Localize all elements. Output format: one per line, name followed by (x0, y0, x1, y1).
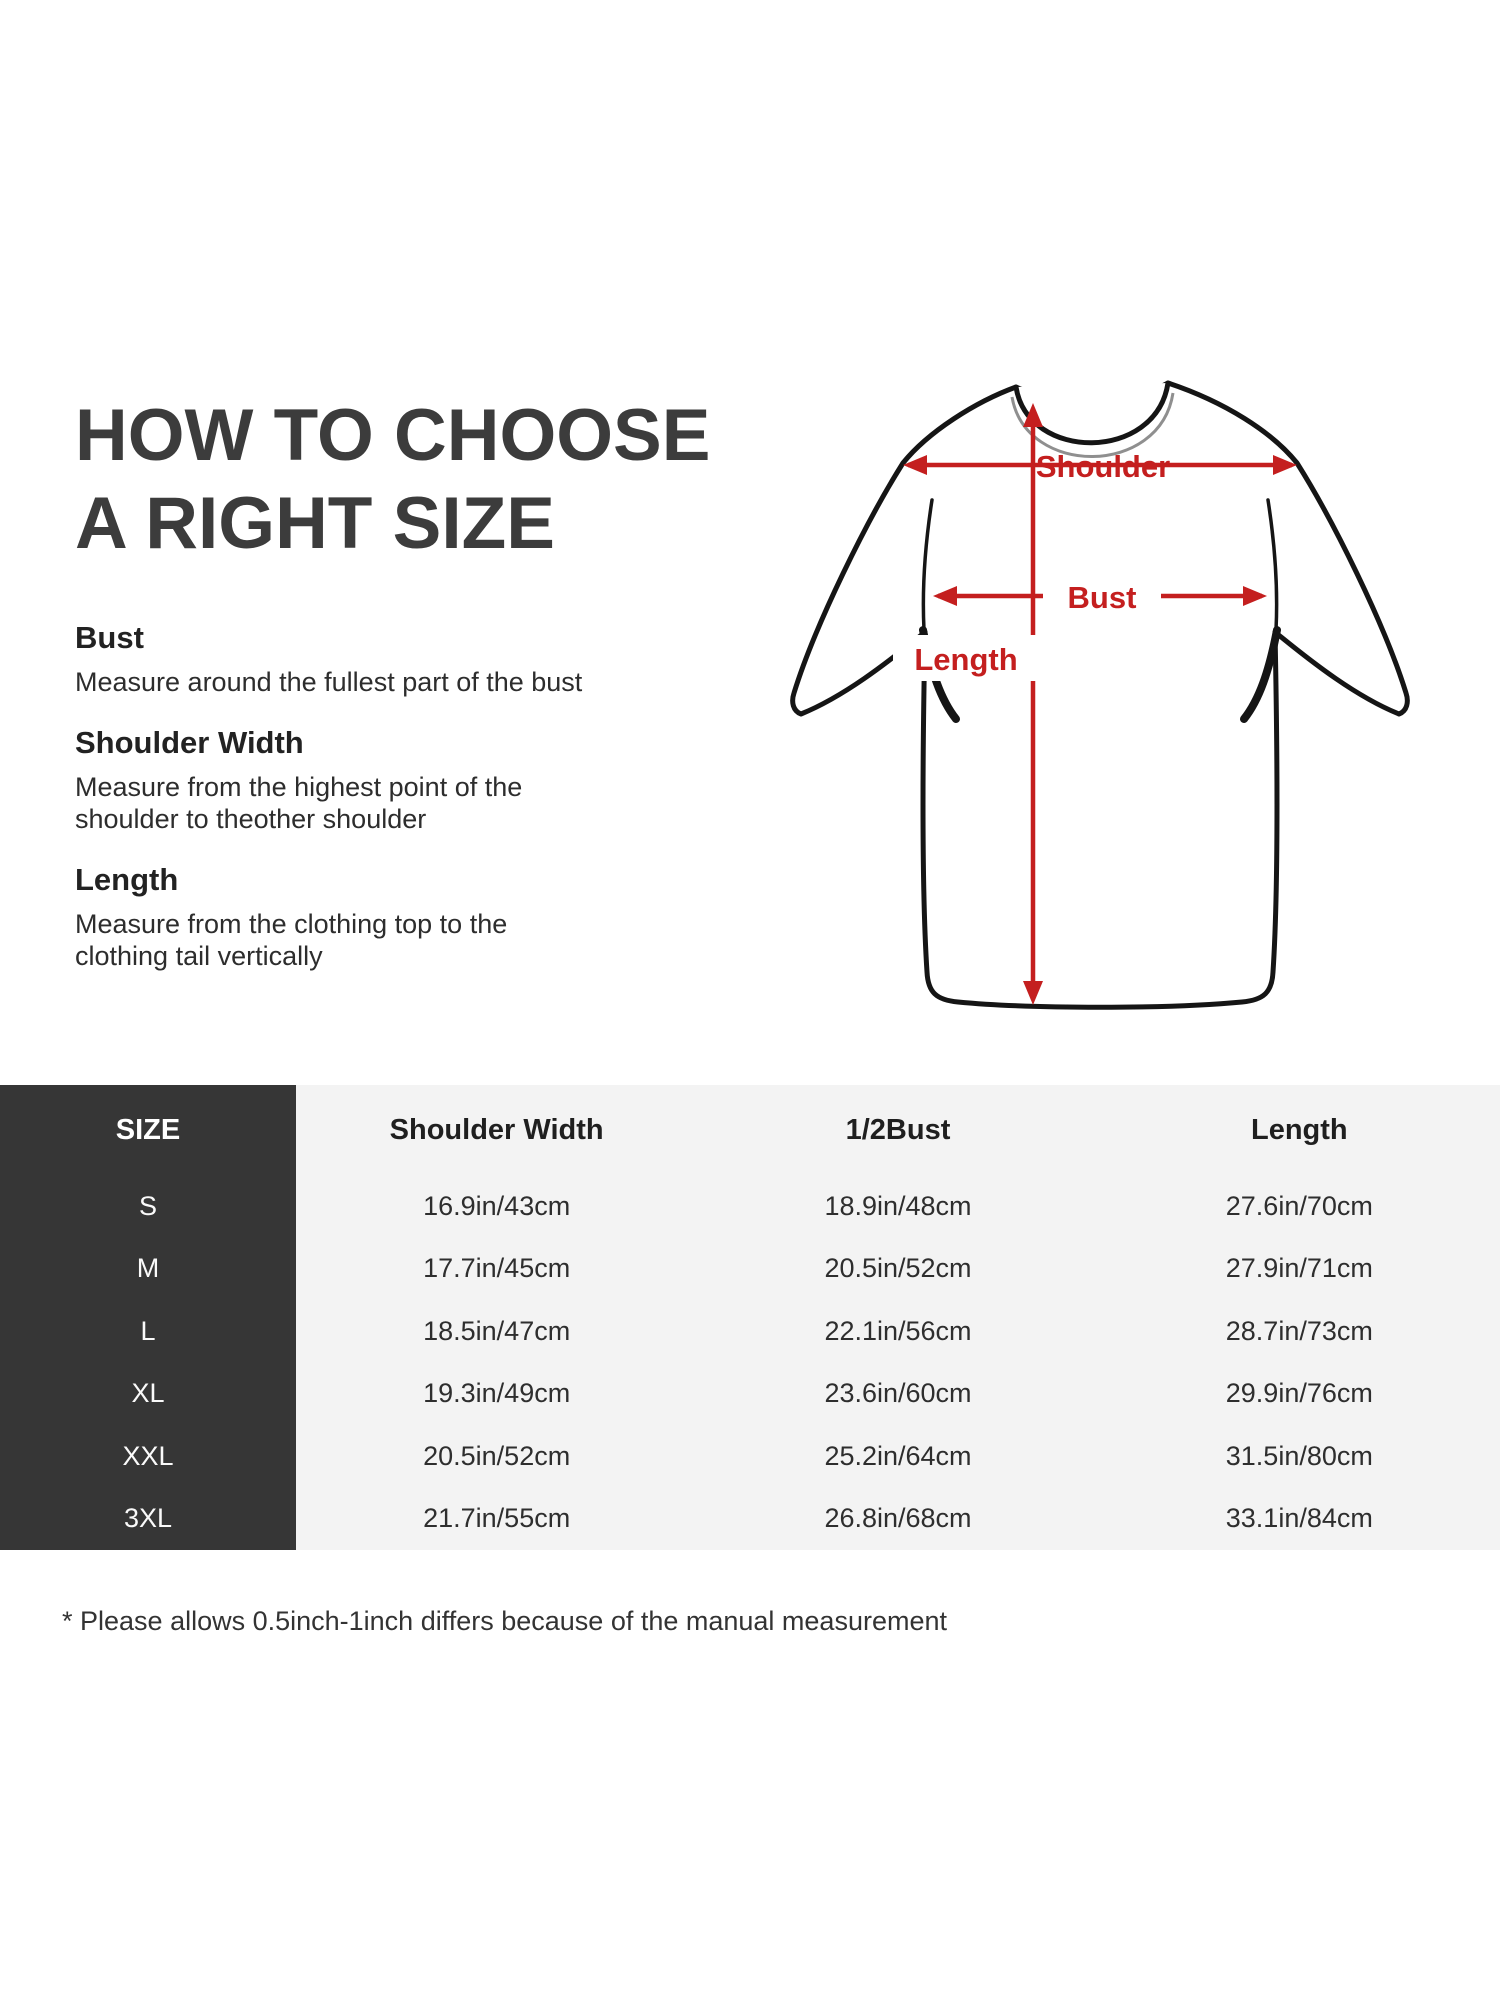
shoulder-width-value: 17.7in/45cm (423, 1253, 571, 1284)
size-label: L (0, 1300, 296, 1363)
measurement-disclaimer: * Please allows 0.5inch-1inch differs be… (62, 1606, 948, 1636)
length-value: 31.5in/80cm (1225, 1440, 1373, 1471)
page-title: HOW TO CHOOSE A RIGHT SIZE (75, 392, 710, 568)
half-bust-value: 18.9in/48cm (824, 1190, 972, 1221)
size-table-header-shoulder-width: Shoulder Width (389, 1113, 604, 1146)
half-bust-value: 26.8in/68cm (824, 1503, 972, 1534)
length-value: 28.7in/73cm (1225, 1315, 1373, 1346)
shoulder-width-value: 16.9in/43cm (423, 1190, 571, 1221)
tshirt-outline (790, 380, 1410, 1010)
length-label-mask (893, 635, 1041, 681)
shoulder-label: Shoulder (1036, 449, 1170, 484)
guide-heading-bust: Bust (75, 620, 144, 655)
length-value: 27.6in/70cm (1225, 1190, 1373, 1221)
shoulder-measure-arrow (903, 455, 1297, 475)
size-label: S (0, 1175, 296, 1238)
half-bust-value: 25.2in/64cm (824, 1440, 972, 1471)
tshirt-measurement-diagram: Shoulder Bust Length (790, 380, 1410, 1010)
half-bust-value: 20.5in/52cm (824, 1253, 972, 1284)
guide-desc-shoulder-width: Measure from the highest point of the sh… (75, 772, 523, 834)
page-title-line2: A RIGHT SIZE (75, 483, 555, 564)
bust-label: Bust (1068, 580, 1137, 615)
size-table-header-half-bust: 1/2Bust (845, 1113, 951, 1146)
shoulder-width-value: 18.5in/47cm (423, 1315, 571, 1346)
size-table-header-size: SIZE (0, 1085, 296, 1175)
shoulder-width-value: 21.7in/55cm (423, 1503, 571, 1534)
table-row-xxl: XXL 20.5in/52cm 25.2in/64cm 31.5in/80cm (0, 1425, 1500, 1488)
guide-desc-length: Measure from the clothing top to the clo… (75, 909, 508, 971)
length-value: 27.9in/71cm (1225, 1253, 1373, 1284)
size-label: XL (0, 1362, 296, 1425)
guide-heading-shoulder-width: Shoulder Width (75, 725, 304, 760)
guide-desc-bust: Measure around the fullest part of the b… (75, 667, 583, 697)
guide-item-length: Length Measure from the clothing top to … (75, 862, 615, 972)
size-label: M (0, 1237, 296, 1300)
page-title-line1: HOW TO CHOOSE (75, 395, 711, 476)
table-row-xl: XL 19.3in/49cm 23.6in/60cm 29.9in/76cm (0, 1362, 1500, 1425)
length-value: 33.1in/84cm (1225, 1503, 1373, 1534)
half-bust-value: 22.1in/56cm (824, 1315, 972, 1346)
size-table-header-length: Length (1250, 1113, 1348, 1146)
guide-item-shoulder-width: Shoulder Width Measure from the highest … (75, 725, 615, 835)
measurement-guide: Bust Measure around the fullest part of … (75, 620, 615, 999)
half-bust-value: 23.6in/60cm (824, 1378, 972, 1409)
size-table: SIZE Shoulder Width 1/2Bust Length S 16.… (0, 1085, 1500, 1550)
size-label: 3XL (0, 1487, 296, 1550)
shoulder-width-value: 20.5in/52cm (423, 1440, 571, 1471)
length-label: Length (914, 642, 1017, 677)
guide-heading-length: Length (75, 862, 179, 897)
bust-label-mask (1043, 573, 1161, 619)
table-row-3xl: 3XL 21.7in/55cm 26.8in/68cm 33.1in/84cm (0, 1487, 1500, 1550)
guide-item-bust: Bust Measure around the fullest part of … (75, 620, 615, 698)
size-table-header-row: SIZE Shoulder Width 1/2Bust Length (0, 1085, 1500, 1175)
table-row-m: M 17.7in/45cm 20.5in/52cm 27.9in/71cm (0, 1237, 1500, 1300)
length-measure-arrow (1023, 403, 1043, 1005)
table-row-l: L 18.5in/47cm 22.1in/56cm 28.7in/73cm (0, 1300, 1500, 1363)
shoulder-width-value: 19.3in/49cm (423, 1378, 571, 1409)
table-row-s: S 16.9in/43cm 18.9in/48cm 27.6in/70cm (0, 1175, 1500, 1238)
length-value: 29.9in/76cm (1225, 1378, 1373, 1409)
size-label: XXL (0, 1425, 296, 1488)
